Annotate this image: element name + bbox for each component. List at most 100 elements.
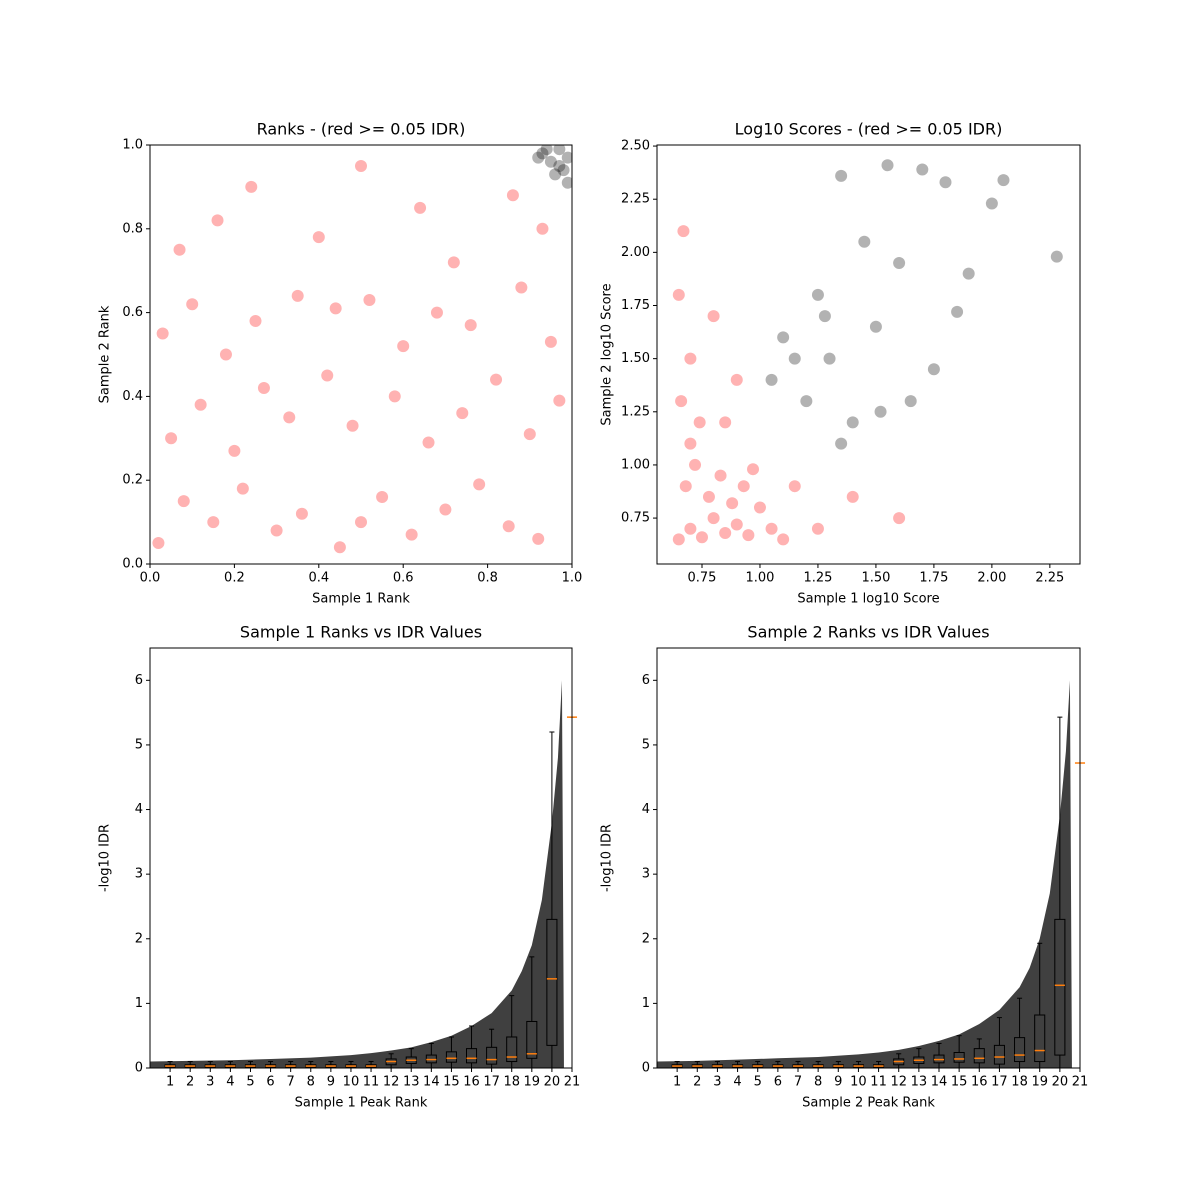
- x-axis-label: Sample 2 Peak Rank: [802, 1096, 935, 1111]
- x-tick-label: 1: [673, 1075, 681, 1090]
- point: [835, 437, 848, 450]
- box: [546, 918, 558, 1046]
- x-tick-label: 14: [931, 1075, 948, 1090]
- point: [684, 522, 697, 535]
- y-tick-label: 2.25: [621, 192, 650, 207]
- x-tick-label: 11: [363, 1075, 380, 1090]
- point: [707, 310, 720, 323]
- x-tick-label: 19: [1031, 1075, 1048, 1090]
- y-tick-label: 4: [135, 802, 143, 817]
- point: [818, 310, 831, 323]
- point: [742, 529, 755, 542]
- point: [549, 168, 562, 181]
- point: [355, 159, 367, 172]
- point: [397, 340, 410, 353]
- point: [707, 512, 720, 525]
- y-tick-label: 0: [642, 1061, 650, 1076]
- point: [672, 533, 685, 546]
- y-tick-label: 3: [642, 867, 650, 882]
- y-tick-label: 0.0: [122, 557, 143, 572]
- point: [726, 497, 739, 510]
- point: [823, 352, 836, 365]
- point: [811, 288, 824, 301]
- point-cloud: [150, 680, 564, 1068]
- point: [447, 256, 460, 269]
- y-tick-label: 0: [135, 1061, 143, 1076]
- x-tick-label: 16: [971, 1075, 988, 1090]
- point: [245, 180, 258, 193]
- x-tick-label: 6: [774, 1075, 782, 1090]
- chart-title: Sample 1 Ranks vs IDR Values: [240, 623, 482, 642]
- point: [985, 197, 998, 210]
- x-tick-label: 9: [834, 1075, 842, 1090]
- point-cloud: [657, 680, 1072, 1068]
- point: [737, 480, 750, 493]
- x-tick-label: 12: [890, 1075, 907, 1090]
- y-axis-label: Sample 2 Rank: [98, 305, 113, 403]
- point: [904, 395, 917, 408]
- point: [747, 463, 760, 476]
- axes-frame: [149, 647, 573, 1069]
- point: [800, 395, 813, 408]
- axes-frame: [656, 144, 1081, 565]
- point: [194, 398, 207, 411]
- y-tick-label: 6: [135, 673, 143, 688]
- point: [544, 335, 557, 348]
- box: [973, 1048, 985, 1064]
- y-tick-label: 1.50: [621, 351, 650, 366]
- box: [993, 1044, 1005, 1065]
- panel: 1 2 3 4 5 6 7 8 9 10 11 12 13 14 15 16 17 18 19 20 210123456…: [600, 623, 1089, 1111]
- x-tick-label: 19: [524, 1075, 541, 1090]
- point: [456, 407, 469, 420]
- x-tick-label: 15: [443, 1075, 460, 1090]
- point: [490, 373, 503, 386]
- plot-area: [672, 159, 1063, 546]
- box: [1034, 1014, 1046, 1063]
- y-axis-label: -log10 IDR: [600, 824, 615, 892]
- x-tick-label: 4: [226, 1075, 234, 1090]
- x-tick-label: 12: [383, 1075, 400, 1090]
- x-tick-label: 1.25: [803, 571, 832, 586]
- point: [473, 478, 486, 491]
- x-tick-label: 2: [186, 1075, 194, 1090]
- point: [753, 501, 766, 514]
- x-axis-label: Sample 1 Peak Rank: [295, 1096, 428, 1111]
- x-tick-label: 1.0: [562, 571, 583, 586]
- point: [186, 298, 199, 311]
- x-tick-label: 9: [327, 1075, 335, 1090]
- x-axis-label: Sample 1 Rank: [312, 592, 410, 607]
- point: [684, 352, 697, 365]
- point: [997, 174, 1010, 187]
- chart-title: Sample 2 Ranks vs IDR Values: [747, 623, 989, 642]
- y-tick-label: 5: [642, 737, 650, 752]
- x-tick-label: 17: [991, 1075, 1008, 1090]
- y-axis-label: Sample 2 log10 Score: [600, 283, 615, 425]
- x-tick-label: 2.00: [977, 571, 1006, 586]
- point: [329, 302, 342, 315]
- x-tick-label: 7: [287, 1075, 295, 1090]
- point: [561, 176, 572, 189]
- x-tick-label: 11: [870, 1075, 887, 1090]
- point: [177, 495, 190, 508]
- point: [355, 516, 367, 529]
- point: [312, 231, 325, 244]
- y-tick-label: 4: [642, 802, 650, 817]
- point: [893, 256, 906, 269]
- y-tick-label: 2: [135, 931, 143, 946]
- y-tick-label: 1.25: [621, 404, 650, 419]
- point: [506, 189, 519, 202]
- box: [506, 1036, 518, 1063]
- point: [540, 145, 553, 156]
- point: [295, 507, 308, 520]
- box: [466, 1048, 478, 1064]
- y-tick-label: 2: [642, 931, 650, 946]
- point: [962, 267, 975, 280]
- x-tick-label: 21: [1072, 1075, 1089, 1090]
- point: [835, 169, 848, 182]
- plot-area: [152, 145, 572, 554]
- x-tick-label: 2.25: [1035, 571, 1064, 586]
- x-tick-label: 6: [266, 1075, 274, 1090]
- point: [515, 281, 528, 294]
- y-tick-label: 0.2: [122, 473, 143, 488]
